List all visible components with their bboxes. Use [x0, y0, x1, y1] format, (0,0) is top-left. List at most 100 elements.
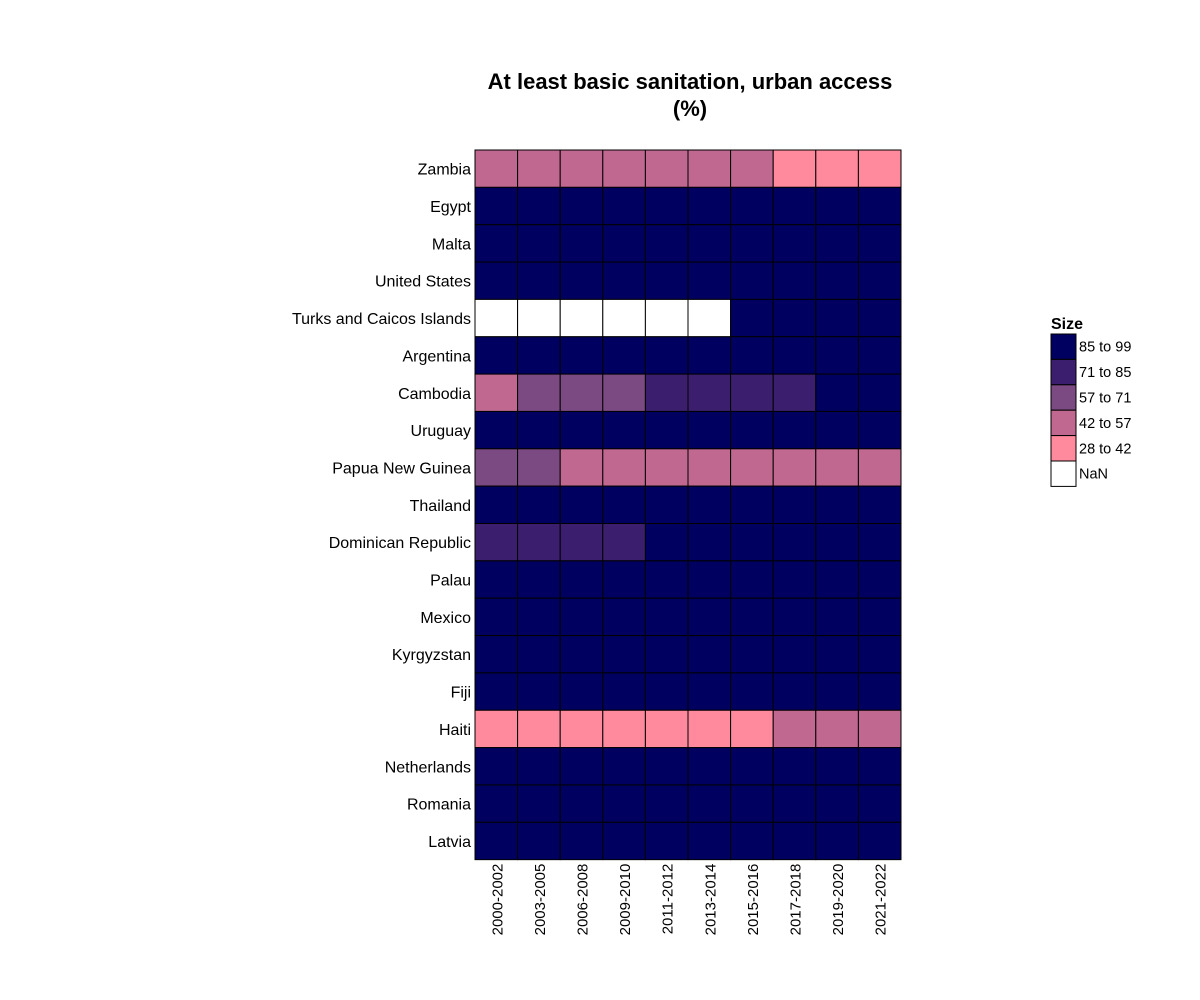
heatmap-cell [687, 672, 732, 711]
heatmap-cell [772, 597, 817, 637]
legend-label: 71 to 85 [1079, 365, 1131, 381]
legend-swatch [1050, 358, 1077, 386]
row-label: Palau [430, 573, 471, 590]
heatmap-cell [815, 448, 859, 487]
heatmap-cell [602, 448, 646, 487]
heatmap-cell [559, 373, 604, 412]
heatmap-cell [517, 186, 561, 226]
row-label: Thailand [410, 498, 471, 515]
heatmap-cell [474, 709, 519, 749]
row-label: Netherlands [385, 759, 471, 776]
heatmap-cell [815, 560, 859, 599]
heatmap-cell [857, 523, 902, 562]
legend-label: 57 to 71 [1079, 391, 1131, 407]
heatmap-cell [730, 523, 774, 562]
heatmap-cell [559, 747, 604, 786]
heatmap-cell [644, 298, 689, 338]
heatmap-cell [474, 410, 519, 450]
heatmap-cell [644, 410, 689, 450]
heatmap-cell [815, 373, 859, 412]
heatmap-cell [644, 224, 689, 263]
heatmap-cell [644, 485, 689, 524]
legend-swatch [1050, 460, 1077, 487]
heatmap-cell [602, 709, 646, 749]
heatmap-cell [730, 224, 774, 263]
heatmap-cell [474, 597, 519, 637]
heatmap-cell [517, 373, 561, 412]
heatmap-cell [815, 821, 859, 861]
heatmap-cell [474, 186, 519, 226]
heatmap-cell [772, 485, 817, 524]
heatmap-cell [644, 149, 689, 188]
legend-swatch [1050, 384, 1077, 411]
heatmap-cell [730, 672, 774, 711]
row-label: Haiti [439, 722, 471, 739]
heatmap-cell [815, 186, 859, 226]
heatmap-cell [517, 410, 561, 450]
heatmap-cell [772, 186, 817, 226]
heatmap-cell [730, 298, 774, 338]
heatmap-cell [644, 448, 689, 487]
heatmap-cell [857, 149, 902, 188]
heatmap-cell [772, 523, 817, 562]
heatmap-cell [602, 560, 646, 599]
heatmap-cell [559, 448, 604, 487]
heatmap-cell [602, 410, 646, 450]
heatmap-cell [815, 672, 859, 711]
heatmap-cell [474, 747, 519, 786]
heatmap-cell [517, 635, 561, 674]
heatmap-cell [815, 709, 859, 749]
heatmap-cells [474, 149, 902, 861]
heatmap-cell [517, 523, 561, 562]
heatmap-cell [857, 784, 902, 823]
heatmap-cell [772, 709, 817, 749]
heatmap-cell [857, 448, 902, 487]
heatmap-cell [857, 224, 902, 263]
legend-label: NaN [1079, 467, 1108, 483]
chart-title-line: At least basic sanitation, urban access [488, 69, 893, 94]
heatmap-cell [644, 186, 689, 226]
heatmap-cell [687, 709, 732, 749]
legend-label: 28 to 42 [1079, 441, 1131, 457]
heatmap-cell [857, 635, 902, 674]
row-label: Kyrgyzstan [392, 647, 471, 664]
chart-title: At least basic sanitation, urban access(… [488, 69, 893, 121]
heatmap-cell [857, 410, 902, 450]
heatmap-cell [730, 410, 774, 450]
heatmap-cell [474, 821, 519, 861]
heatmap-cell [687, 635, 732, 674]
heatmap-cell [602, 224, 646, 263]
heatmap-cell [559, 821, 604, 861]
heatmap-cell [687, 523, 732, 562]
row-label: Zambia [418, 162, 471, 179]
heatmap-cell [730, 635, 774, 674]
heatmap-cell [730, 485, 774, 524]
heatmap-cell [687, 261, 732, 300]
heatmap-cell [687, 410, 732, 450]
heatmap-cell [474, 672, 519, 711]
column-label: 2013-2014 [702, 864, 719, 936]
heatmap-cell [687, 485, 732, 524]
row-label: Uruguay [411, 423, 471, 440]
row-label: United States [375, 274, 471, 291]
heatmap-cell [602, 635, 646, 674]
row-label: Fiji [451, 685, 471, 702]
column-labels: 2000-2002 2003-2005 2006-2008 2009-2010 2011… [489, 864, 889, 936]
heatmap-cell [517, 336, 561, 375]
heatmap-cell [815, 410, 859, 450]
heatmap-cell [857, 672, 902, 711]
heatmap-cell [857, 747, 902, 786]
row-label: Egypt [430, 199, 471, 216]
heatmap-cell [602, 672, 646, 711]
row-label: Dominican Republic [329, 535, 471, 552]
heatmap-cell [815, 635, 859, 674]
heatmap-cell [602, 597, 646, 637]
heatmap-cell [772, 635, 817, 674]
heatmap-cell [687, 298, 732, 338]
heatmap-cell [815, 336, 859, 375]
heatmap-cell [474, 560, 519, 599]
heatmap-cell [857, 560, 902, 599]
heatmap-cell [517, 560, 561, 599]
heatmap-cell [517, 224, 561, 263]
row-labels: Zambia Egypt Malta United States Turks and C… [292, 162, 472, 851]
